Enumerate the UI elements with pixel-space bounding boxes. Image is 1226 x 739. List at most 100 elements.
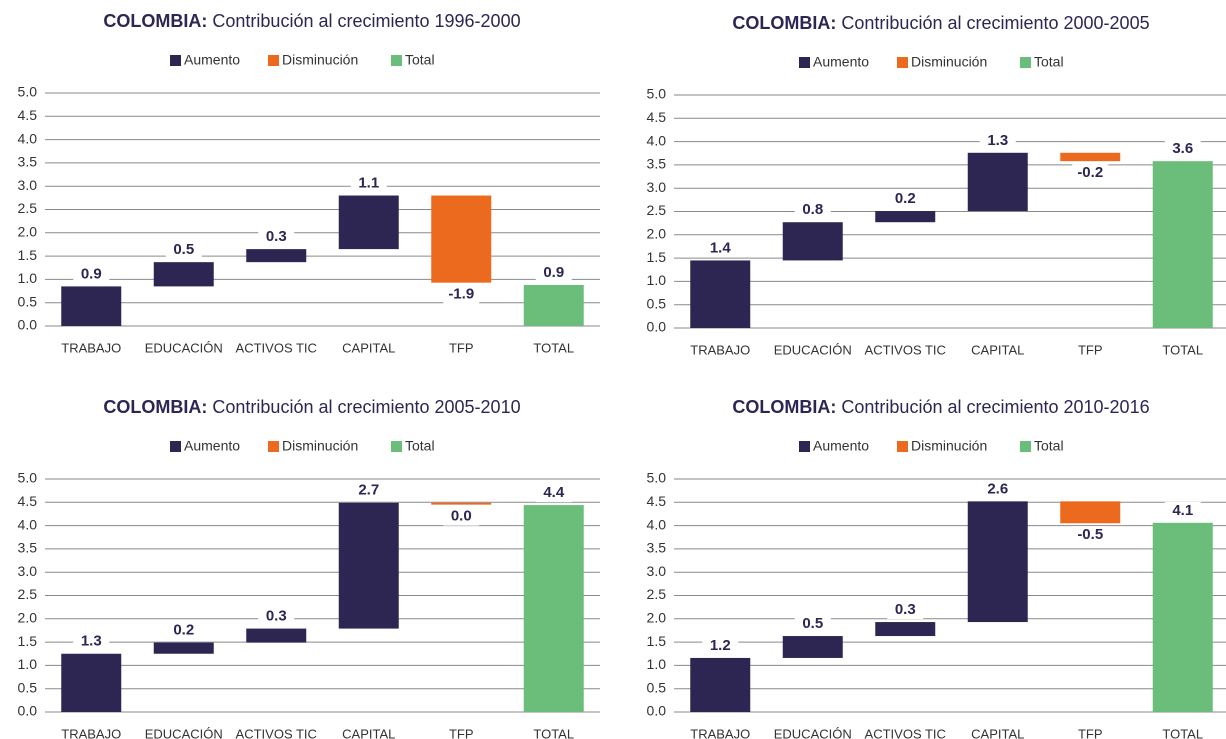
- label-bg: [73, 265, 110, 284]
- bar: [875, 211, 936, 223]
- y-tick-label: 0.5: [18, 293, 38, 309]
- legend-swatch: [799, 57, 810, 68]
- x-tick-label: ACTIVOS TIC: [865, 726, 946, 739]
- data-label: 0.3: [895, 601, 916, 618]
- x-tick-label: CAPITAL: [342, 726, 395, 739]
- y-tick-label: 1.0: [18, 270, 38, 286]
- bar: [523, 505, 584, 712]
- x-tick-label: TOTAL: [533, 726, 574, 739]
- y-tick-label: 3.5: [647, 156, 667, 172]
- y-tick-label: 5.0: [18, 84, 38, 100]
- label-bg: [73, 632, 110, 651]
- label-bg: [887, 190, 924, 209]
- x-tick-label: TRABAJO: [690, 726, 750, 739]
- title-bold: COLOMBIA:: [732, 397, 836, 417]
- y-tick-label: 1.5: [647, 633, 667, 649]
- y-tick-label: 1.0: [647, 272, 667, 288]
- x-tick-label: TFP: [449, 726, 474, 739]
- label-bg: [443, 507, 480, 526]
- y-tick-label: 2.0: [18, 610, 38, 626]
- data-label: 0.5: [802, 615, 823, 632]
- y-tick-label: 0.0: [647, 319, 667, 335]
- chart: COLOMBIA: Contribución al crecimiento 20…: [18, 397, 600, 739]
- data-label: 1.3: [81, 633, 102, 650]
- legend-label: Disminución: [282, 52, 358, 68]
- label-bg: [979, 480, 1016, 499]
- bar: [61, 653, 122, 712]
- title-bold: COLOMBIA:: [103, 11, 207, 31]
- y-tick-label: 3.0: [647, 563, 667, 579]
- legend-label: Total: [1034, 438, 1064, 454]
- legend-swatch: [897, 57, 908, 68]
- legend-label: Aumento: [184, 52, 240, 68]
- label-bg: [1072, 164, 1109, 183]
- y-tick-label: 4.5: [647, 109, 667, 125]
- x-tick-label: TRABAJO: [690, 342, 750, 357]
- x-tick-label: CAPITAL: [971, 726, 1024, 739]
- chart-title: COLOMBIA: Contribución al crecimiento 20…: [103, 397, 520, 417]
- legend-swatch: [799, 441, 810, 452]
- label-bg: [1072, 526, 1109, 545]
- label-bg: [258, 607, 295, 626]
- label-bg: [535, 263, 572, 282]
- title-text: Contribución al crecimiento 2005-2010: [212, 397, 520, 417]
- x-tick-label: EDUCACIÓN: [145, 726, 223, 739]
- y-tick-label: 3.5: [18, 154, 38, 170]
- legend-swatch: [170, 55, 181, 66]
- data-label: -1.9: [448, 286, 474, 303]
- legend-label: Disminución: [911, 438, 987, 454]
- x-tick-label: CAPITAL: [342, 340, 395, 355]
- chart-title: COLOMBIA: Contribución al crecimiento 20…: [732, 13, 1149, 33]
- y-tick-label: 4.5: [647, 493, 667, 509]
- x-tick-label: TRABAJO: [61, 340, 121, 355]
- chart: COLOMBIA: Contribución al crecimiento 20…: [647, 13, 1226, 357]
- y-tick-label: 5.0: [647, 470, 667, 486]
- label-bg: [165, 621, 202, 640]
- y-tick-label: 0.0: [18, 317, 38, 333]
- bar: [338, 502, 399, 629]
- y-tick-label: 3.0: [18, 177, 38, 193]
- legend-label: Aumento: [813, 54, 869, 70]
- data-label: 2.6: [987, 480, 1008, 497]
- legend-label: Total: [405, 438, 435, 454]
- y-tick-label: 0.5: [647, 295, 667, 311]
- legend-swatch: [268, 55, 279, 66]
- y-tick-label: 1.5: [18, 633, 38, 649]
- data-label: 0.5: [173, 241, 194, 258]
- y-tick-label: 5.0: [647, 86, 667, 102]
- bar: [875, 622, 936, 637]
- label-bg: [979, 131, 1016, 150]
- x-tick-label: EDUCACIÓN: [774, 726, 852, 739]
- x-tick-label: CAPITAL: [971, 342, 1024, 357]
- y-tick-label: 2.5: [647, 202, 667, 218]
- bar: [967, 501, 1028, 623]
- y-tick-label: 1.5: [18, 247, 38, 263]
- label-bg: [165, 241, 202, 260]
- y-tick-label: 3.5: [18, 540, 38, 556]
- bar: [246, 628, 307, 643]
- bar: [246, 249, 307, 263]
- data-label: 0.8: [802, 201, 823, 218]
- data-label: 0.3: [266, 228, 287, 245]
- data-label: 0.9: [81, 265, 102, 282]
- title-bold: COLOMBIA:: [732, 13, 836, 33]
- data-label: 2.7: [358, 482, 379, 499]
- legend-swatch: [897, 441, 908, 452]
- x-tick-label: ACTIVOS TIC: [865, 342, 946, 357]
- legend-label: Aumento: [184, 438, 240, 454]
- y-tick-label: 2.0: [647, 610, 667, 626]
- label-bg: [1164, 501, 1201, 520]
- bar: [1060, 501, 1121, 524]
- bar: [338, 195, 399, 250]
- y-tick-label: 5.0: [18, 470, 38, 486]
- y-tick-label: 4.0: [647, 516, 667, 532]
- y-tick-label: 3.0: [18, 563, 38, 579]
- bar: [1152, 522, 1213, 712]
- x-tick-label: TOTAL: [1162, 342, 1203, 357]
- label-bg: [794, 201, 831, 220]
- label-bg: [535, 484, 572, 503]
- data-label: 0.9: [543, 264, 564, 281]
- label-bg: [794, 615, 831, 634]
- y-tick-label: 0.5: [18, 679, 38, 695]
- bar: [782, 222, 843, 261]
